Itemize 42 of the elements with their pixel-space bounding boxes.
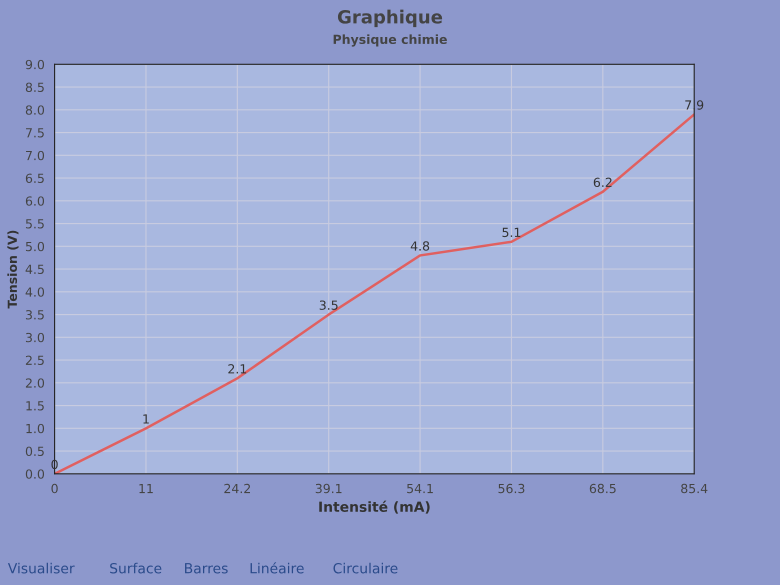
y-tick-label: 6.0 — [26, 196, 44, 206]
x-axis-title: Intensité (mA) — [319, 500, 430, 514]
x-tick-label: 0 — [51, 484, 58, 494]
x-tick-label: 56.3 — [498, 484, 524, 494]
text: Circulaire — [333, 562, 398, 574]
data-label: 2.1 — [228, 364, 246, 374]
x-tick-label: 24.2 — [224, 484, 250, 494]
x-tick-label: 39.1 — [316, 484, 342, 494]
x-tick-label: 54.1 — [407, 484, 433, 494]
y-tick-label: 5.5 — [26, 219, 44, 229]
text: Visualiser — [8, 562, 75, 574]
y-tick-label: 4.0 — [26, 287, 44, 297]
chart-subtitle: Physique chimie — [334, 34, 447, 47]
y-tick-label: 9.0 — [26, 60, 44, 70]
y-tick-label: 0.0 — [26, 469, 44, 479]
y-tick-label: 8.0 — [26, 105, 44, 115]
y-tick-label: 5.0 — [26, 242, 44, 252]
y-tick-label: 7.5 — [26, 128, 44, 138]
data-label: 5.1 — [502, 228, 520, 238]
y-tick-label: 0.5 — [26, 446, 44, 456]
data-label: 4.8 — [410, 241, 430, 251]
y-tick-label: 4.5 — [26, 264, 44, 274]
y-tick-label: 3.5 — [26, 310, 44, 320]
y-tick-label: 1.5 — [26, 401, 44, 411]
y-tick-label: 3.0 — [26, 332, 44, 342]
x-tick-label: 85.4 — [681, 484, 708, 494]
chart-title: Graphique — [338, 10, 442, 28]
x-tick-label: 11 — [139, 484, 153, 494]
y-tick-label: 2.5 — [26, 356, 44, 366]
text: Surface — [110, 562, 162, 574]
y-tick-label: 8.5 — [26, 82, 44, 92]
x-tick-label: 68.5 — [590, 484, 616, 494]
y-tick-label: 7.0 — [26, 150, 44, 160]
data-label: 1 — [143, 414, 149, 424]
y-tick-label: 2.0 — [26, 378, 44, 388]
y-tick-label: 1.0 — [26, 424, 44, 434]
data-label: 3.5 — [320, 300, 338, 310]
data-label: 6.2 — [594, 178, 612, 188]
y-tick-label: 6.5 — [26, 174, 44, 184]
text: Linéaire — [250, 562, 304, 574]
text: Barres — [185, 563, 228, 574]
y-axis-title: Tension (V) — [7, 230, 18, 308]
